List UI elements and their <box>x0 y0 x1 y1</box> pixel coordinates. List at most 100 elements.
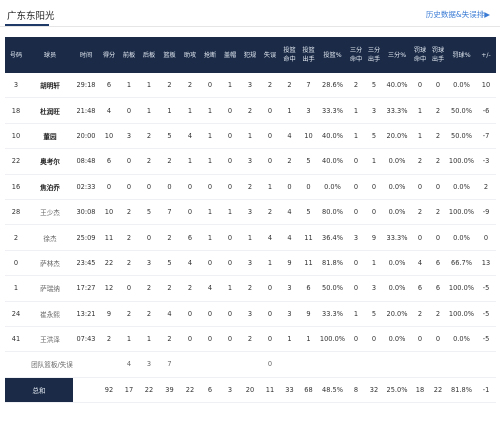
col-header[interactable]: 时间 <box>73 37 99 73</box>
cell: 22 <box>5 148 27 175</box>
cell: 50.0% <box>447 97 476 124</box>
cell: 1 <box>180 97 200 124</box>
cell: 1 <box>280 97 299 124</box>
cell: 7 <box>159 199 180 226</box>
cell: 0 <box>347 250 365 277</box>
cell: 0 <box>119 148 139 175</box>
cell: 3 <box>299 97 318 124</box>
cell: 0 <box>429 224 447 251</box>
col-header[interactable]: 投篮命中 <box>280 37 299 73</box>
col-header[interactable]: 罚球命中 <box>411 37 429 73</box>
cell: 1 <box>5 275 27 302</box>
cell: 1 <box>159 97 180 124</box>
cell: 3 <box>5 73 27 99</box>
col-header[interactable]: 三分% <box>383 37 411 73</box>
cell: 10 <box>99 199 119 226</box>
cell: 1 <box>260 250 280 277</box>
player-row: 10 董园 20:00 10 3 2 5 4 1 0 1 0 4 10 40.0% 1 5 20.0% 1 2 50.0… <box>5 123 496 150</box>
cell: 4 <box>280 224 299 251</box>
cell: 0.0% <box>383 275 411 302</box>
cell: 0 <box>200 326 220 353</box>
col-header[interactable]: 球员 <box>27 37 73 73</box>
cell: 11 <box>260 377 280 404</box>
col-header[interactable]: 犯规 <box>240 37 260 73</box>
cell: 0 <box>200 73 220 99</box>
cell: 2 <box>429 97 447 124</box>
player-name-link[interactable]: 萨瑞纳 <box>27 275 73 302</box>
player-name-link[interactable]: 王少杰 <box>27 199 73 226</box>
cell: 4 <box>99 97 119 124</box>
player-name-link[interactable]: 崔永熙 <box>27 301 73 327</box>
player-name-link[interactable]: 徐杰 <box>27 224 73 251</box>
cell: 0 <box>260 123 280 150</box>
table-header-row: 号码 球员 时间 得分 前板 后板 篮板 助攻 抢断 盖帽 犯规 失误 投篮命中… <box>5 37 496 73</box>
cell: 3 <box>220 377 240 404</box>
cell: 6 <box>411 275 429 302</box>
cell: 3 <box>139 250 159 277</box>
cell: 2 <box>347 73 365 99</box>
cell: 7 <box>299 73 318 99</box>
cell: 0 <box>260 275 280 302</box>
cell: 5 <box>159 123 180 150</box>
cell: 2 <box>260 199 280 226</box>
cell: 0 <box>411 326 429 353</box>
player-name-link[interactable]: 杜润旺 <box>27 97 73 124</box>
player-name-link[interactable]: 焦泊乔 <box>27 174 73 200</box>
cell: 50.0% <box>447 123 476 150</box>
cell <box>280 351 299 378</box>
col-header[interactable]: 号码 <box>5 37 27 73</box>
cell: 6 <box>429 250 447 277</box>
cell: 1 <box>240 224 260 251</box>
col-header[interactable]: 投篮% <box>318 37 347 73</box>
cell: 1 <box>200 199 220 226</box>
cell: 2 <box>139 275 159 302</box>
player-name-link[interactable]: 董园 <box>27 123 73 150</box>
cell: 0 <box>260 351 280 378</box>
cell: 5 <box>365 123 383 150</box>
history-data-link[interactable]: 历史数据&失误排▶ <box>425 10 490 19</box>
team-tab[interactable]: 广东东阳光 <box>7 11 55 22</box>
player-name-link[interactable]: 萨林杰 <box>27 250 73 277</box>
player-name-link[interactable]: 奥考尔 <box>27 148 73 175</box>
cell: 0 <box>220 224 240 251</box>
cell: 1 <box>347 123 365 150</box>
cell: 1 <box>200 148 220 175</box>
cell: 0 <box>476 224 496 251</box>
col-header[interactable]: 盖帽 <box>220 37 240 73</box>
cell: 1 <box>365 250 383 277</box>
cell: 2 <box>180 73 200 99</box>
cell <box>73 377 99 404</box>
cell: 4 <box>280 199 299 226</box>
col-header[interactable]: 后板 <box>139 37 159 73</box>
col-header[interactable]: 三分命中 <box>347 37 365 73</box>
player-name-link[interactable]: 王洪泽 <box>27 326 73 353</box>
col-header[interactable]: 失误 <box>260 37 280 73</box>
cell: 5 <box>365 73 383 99</box>
col-header[interactable]: 助攻 <box>180 37 200 73</box>
player-row: 28 王少杰 30:08 10 2 5 7 0 1 1 3 2 4 5 80.0% 0 0 0.0% 2 2 100.0… <box>5 199 496 226</box>
col-header[interactable]: 投篮出手 <box>299 37 318 73</box>
cell: 2 <box>240 326 260 353</box>
col-header[interactable]: 抢断 <box>200 37 220 73</box>
cell: 0 <box>220 97 240 124</box>
cell: 39 <box>159 377 180 404</box>
cell <box>447 351 476 378</box>
cell: 22 <box>180 377 200 404</box>
col-header[interactable]: 罚球% <box>447 37 476 73</box>
col-header[interactable]: 罚球出手 <box>429 37 447 73</box>
cell: 66.7% <box>447 250 476 277</box>
cell: 2 <box>240 97 260 124</box>
col-header[interactable]: 篮板 <box>159 37 180 73</box>
cell: 28.6% <box>318 73 347 99</box>
col-header[interactable]: +/- <box>476 37 496 73</box>
col-header[interactable]: 三分出手 <box>365 37 383 73</box>
cell: 3 <box>240 73 260 99</box>
col-header[interactable]: 得分 <box>99 37 119 73</box>
cell: 33.3% <box>318 97 347 124</box>
cell: -6 <box>476 97 496 124</box>
col-header[interactable]: 前板 <box>119 37 139 73</box>
cell: 20.0% <box>383 123 411 150</box>
cell: 1 <box>139 326 159 353</box>
cell: -7 <box>476 123 496 150</box>
player-name-link[interactable]: 胡明轩 <box>27 73 73 99</box>
